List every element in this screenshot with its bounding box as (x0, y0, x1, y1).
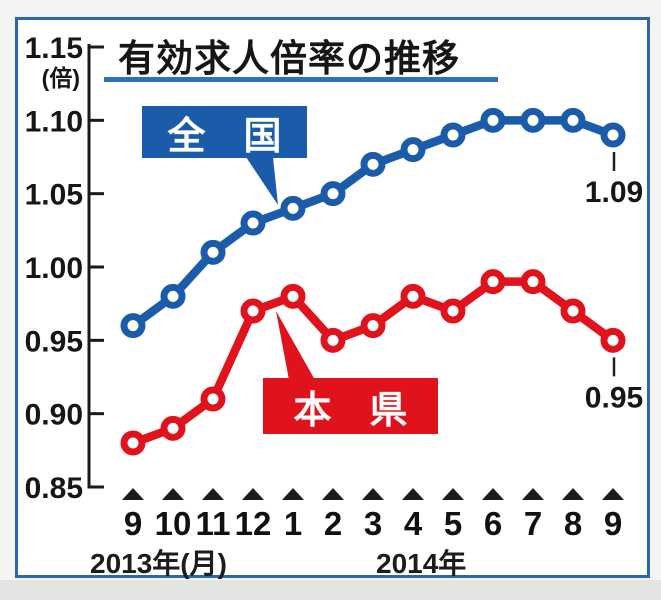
prefecture-data-point (360, 313, 386, 339)
y-tick-label: 1.15 (25, 32, 83, 65)
month-label: 2 (324, 505, 342, 542)
month-label: 11 (196, 505, 231, 542)
national-data-point (480, 107, 506, 133)
national-data-point (280, 195, 306, 221)
month-label: 7 (524, 505, 542, 542)
prefecture-callout-tail (276, 311, 315, 380)
month-label: 3 (364, 505, 382, 542)
y-tick-label: 1.05 (25, 179, 83, 212)
prefecture-end-value-label: 0.95 (585, 381, 643, 414)
prefecture-data-point (160, 415, 186, 441)
month-triangle-icon (602, 488, 624, 500)
prefecture-data-point (280, 283, 306, 309)
prefecture-data-point (400, 283, 426, 309)
month-label: 4 (404, 505, 423, 542)
month-label: 10 (155, 505, 192, 542)
prefecture-data-point (560, 298, 586, 324)
chart-title: 有効求人倍率の推移 (118, 38, 460, 79)
national-data-point (560, 107, 586, 133)
month-triangle-icon (202, 488, 224, 500)
month-triangle-icon (522, 488, 544, 500)
title-underline (104, 77, 498, 82)
national-data-point (320, 181, 346, 207)
national-data-point (160, 283, 186, 309)
chart-panel (15, 17, 650, 578)
month-label: 6 (484, 505, 502, 542)
year-label-2013: 2013年(月) (90, 548, 227, 579)
prefecture-series-callout: 本 県 (263, 378, 438, 434)
national-data-point (200, 239, 226, 265)
prefecture-data-point (440, 298, 466, 324)
y-tick-label: 0.90 (25, 399, 83, 432)
national-data-point (520, 107, 546, 133)
month-triangle-icon (282, 488, 304, 500)
prefecture-data-point (200, 386, 226, 412)
y-axis-unit-label: (倍) (42, 65, 80, 91)
national-data-point (600, 122, 626, 148)
month-triangle-icon (482, 488, 504, 500)
national-data-point (240, 210, 266, 236)
national-data-point (360, 151, 386, 177)
month-label: 9 (604, 505, 622, 542)
y-tick-label: 1.00 (25, 252, 83, 285)
national-callout-tail (246, 157, 278, 205)
year-label-2014: 2014年 (376, 548, 467, 579)
outer-margin (0, 580, 661, 600)
month-triangle-icon (362, 488, 384, 500)
month-triangle-icon (402, 488, 424, 500)
month-label: 5 (444, 505, 462, 542)
national-data-point (400, 137, 426, 163)
y-tick-label: 1.10 (25, 105, 83, 138)
month-label: 8 (564, 505, 582, 542)
month-triangle-icon (322, 488, 344, 500)
month-triangle-icon (122, 488, 144, 500)
month-triangle-icon (562, 488, 584, 500)
national-end-value-label: 1.09 (585, 176, 643, 209)
prefecture-data-point (520, 269, 546, 295)
prefecture-data-point (600, 327, 626, 353)
national-series-callout: 全 国 (142, 106, 307, 158)
y-tick-label: 0.85 (25, 472, 83, 505)
month-triangle-icon (442, 488, 464, 500)
y-tick-label: 0.95 (25, 325, 83, 358)
prefecture-data-point (120, 430, 146, 456)
month-label: 9 (124, 505, 142, 542)
national-data-point (440, 122, 466, 148)
national-data-point (120, 313, 146, 339)
prefecture-data-point (320, 327, 346, 353)
month-label: 1 (284, 505, 302, 542)
month-triangle-icon (242, 488, 264, 500)
prefecture-data-point (240, 298, 266, 324)
prefecture-data-point (480, 269, 506, 295)
month-triangle-icon (162, 488, 184, 500)
month-label: 12 (235, 505, 272, 542)
